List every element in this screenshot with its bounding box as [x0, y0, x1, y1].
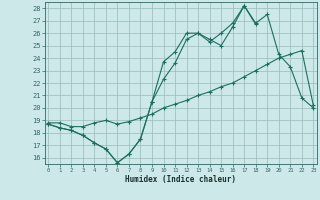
X-axis label: Humidex (Indice chaleur): Humidex (Indice chaleur)	[125, 175, 236, 184]
